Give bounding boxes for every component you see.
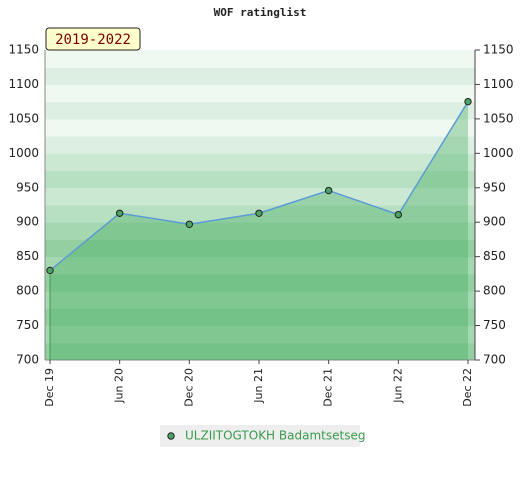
- background-band: [45, 239, 475, 258]
- x-tick-label: Dec 22: [461, 368, 474, 407]
- legend-box: [160, 425, 360, 447]
- y2-tick-label: 700: [483, 353, 506, 367]
- x-tick-label: Dec 20: [182, 368, 195, 407]
- y-tick-label: 1100: [8, 77, 39, 91]
- y2-tick-label: 900: [483, 215, 506, 229]
- background-band: [45, 118, 475, 137]
- background-band: [45, 136, 475, 154]
- y-tick-label: 850: [16, 249, 39, 263]
- point: [46, 266, 54, 275]
- y2-tick-label: 1000: [483, 146, 514, 160]
- x-tick-label: Jun 22: [391, 368, 404, 404]
- background-band: [45, 67, 475, 85]
- background-band: [45, 308, 475, 327]
- point: [255, 209, 263, 217]
- legend-marker: [167, 432, 175, 440]
- background-band: [45, 325, 475, 344]
- y2-tick-label: 1050: [483, 111, 514, 125]
- y-tick-label: 900: [16, 215, 39, 229]
- y-tick-label: 1000: [8, 146, 39, 160]
- background-band: [45, 153, 475, 172]
- y-tick-label: 700: [16, 353, 39, 367]
- x-tick-label: Jun 20: [113, 368, 126, 404]
- background-band: [45, 84, 475, 103]
- background-band: [45, 222, 475, 240]
- legend-label: ULZIITOGTOKH Badamtsetseg: [185, 429, 365, 443]
- y2-tick-label: 750: [483, 318, 506, 332]
- annotation: 2019-2022: [55, 32, 131, 48]
- y-tick-label: 750: [16, 318, 39, 332]
- y2-tick-label: 950: [483, 180, 506, 194]
- background-band: [45, 342, 475, 361]
- point: [324, 186, 333, 195]
- y2-tick-label: 850: [483, 249, 506, 263]
- annotation-box: [45, 27, 141, 51]
- y-tick-label: 1050: [8, 111, 39, 125]
- chart-title: WOF ratinglist: [214, 6, 307, 19]
- point: [115, 209, 124, 217]
- background-band: [45, 50, 475, 68]
- background-band: [45, 256, 475, 275]
- y2-tick-label: 1150: [483, 43, 514, 57]
- area: [50, 101, 468, 361]
- y2-tick-label: 800: [483, 284, 506, 298]
- background-band: [45, 101, 475, 120]
- y-tick-label: 1150: [8, 43, 39, 57]
- background-band: [45, 273, 475, 292]
- x-tick-label: Jun 21: [252, 368, 265, 404]
- y-tick-label: 950: [16, 180, 39, 194]
- point: [394, 210, 403, 219]
- x-tick-label: Dec 21: [322, 368, 335, 407]
- y2-tick-label: 1100: [483, 77, 514, 91]
- background-band: [45, 187, 475, 206]
- point: [464, 97, 472, 106]
- point: [185, 220, 194, 228]
- y-tick-label: 800: [16, 284, 39, 298]
- x-tick-label: Dec 19: [43, 368, 56, 407]
- background-band: [45, 291, 475, 309]
- background-band: [45, 170, 475, 189]
